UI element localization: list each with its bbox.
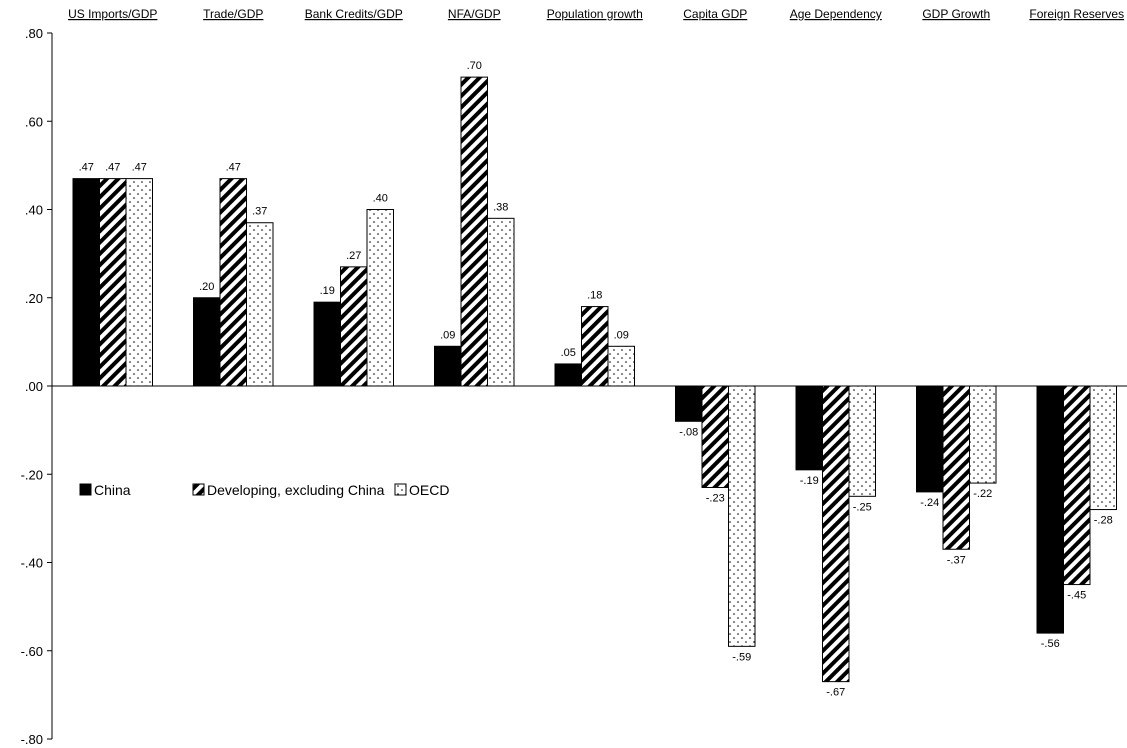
y-tick-label: .80 [25, 26, 43, 41]
data-label: .38 [493, 201, 508, 213]
bar [554, 363, 582, 387]
legend-swatch [79, 483, 92, 496]
bar [434, 345, 462, 387]
bar [487, 217, 515, 387]
category-label: Trade/GDP [203, 7, 263, 21]
y-tick-label: .60 [25, 114, 43, 129]
data-label: -.19 [800, 475, 819, 487]
legend-swatch [394, 483, 407, 496]
bar [607, 345, 635, 387]
data-label: .47 [132, 162, 147, 174]
bar [99, 178, 127, 387]
bar [942, 385, 970, 550]
data-label: -.67 [826, 687, 845, 699]
bar [795, 385, 823, 471]
category-label: Population growth [547, 7, 643, 21]
legend: China Developing, excluding China OECD [79, 482, 449, 498]
bar [340, 266, 368, 387]
bar [313, 301, 341, 387]
bar [460, 76, 488, 387]
data-label: -.22 [973, 488, 992, 500]
category-label: Foreign Reserves [1029, 7, 1124, 21]
bar [125, 178, 153, 387]
bar [246, 222, 274, 387]
bar [1036, 385, 1064, 634]
bar [848, 385, 876, 497]
y-tick-label: .00 [25, 379, 43, 394]
bar [219, 178, 247, 387]
bar [675, 385, 703, 422]
category-label: Age Dependency [790, 7, 882, 21]
legend-label: OECD [409, 482, 449, 498]
bar [916, 385, 944, 493]
data-label: .19 [320, 285, 335, 297]
data-label: .40 [373, 193, 388, 205]
category-label: Capita GDP [683, 7, 747, 21]
data-label: .37 [252, 206, 267, 218]
y-tick-label: -.20 [21, 467, 43, 482]
category-label: US Imports/GDP [68, 7, 157, 21]
labels: US Imports/GDP Trade/GDP Bank Credits/GDP N… [68, 7, 1124, 699]
data-label: -.56 [1041, 638, 1060, 650]
data-label: -.37 [947, 554, 966, 566]
data-label: .47 [105, 162, 120, 174]
data-label: .18 [587, 290, 602, 302]
bars [72, 76, 1117, 683]
bar [822, 385, 850, 683]
bar [1063, 385, 1091, 586]
y-tick-label: -.80 [21, 732, 43, 747]
category-label: NFA/GDP [448, 7, 501, 21]
y-tick-label: -.60 [21, 644, 43, 659]
bar [366, 209, 394, 387]
data-label: -.45 [1067, 590, 1086, 602]
category-label: Bank Credits/GDP [305, 7, 403, 21]
data-label: .09 [440, 329, 455, 341]
category-label: GDP Growth [922, 7, 990, 21]
data-label: .70 [467, 60, 482, 72]
y-tick-label: .40 [25, 203, 43, 218]
bar [193, 297, 221, 387]
data-label: .47 [226, 162, 241, 174]
bar [728, 385, 756, 647]
data-label: .20 [199, 281, 214, 293]
bar [581, 306, 609, 387]
data-label: .05 [561, 347, 576, 359]
data-label: .27 [346, 250, 361, 262]
data-label: .47 [79, 162, 94, 174]
data-label: .09 [614, 329, 629, 341]
y-tick-label: -.40 [21, 556, 43, 571]
data-label: -.59 [732, 651, 751, 663]
data-label: -.28 [1094, 515, 1113, 527]
bar [72, 178, 100, 387]
legend-label: China [94, 482, 131, 498]
bar [1089, 385, 1117, 511]
bar [969, 385, 997, 484]
legend-label: Developing, excluding China [207, 482, 385, 498]
data-label: -.23 [706, 492, 725, 504]
data-label: -.08 [679, 426, 698, 438]
data-label: -.24 [920, 497, 939, 509]
data-label: -.25 [853, 501, 872, 513]
bar [701, 385, 729, 488]
legend-swatch [192, 483, 205, 496]
y-tick-label: .20 [25, 291, 43, 306]
